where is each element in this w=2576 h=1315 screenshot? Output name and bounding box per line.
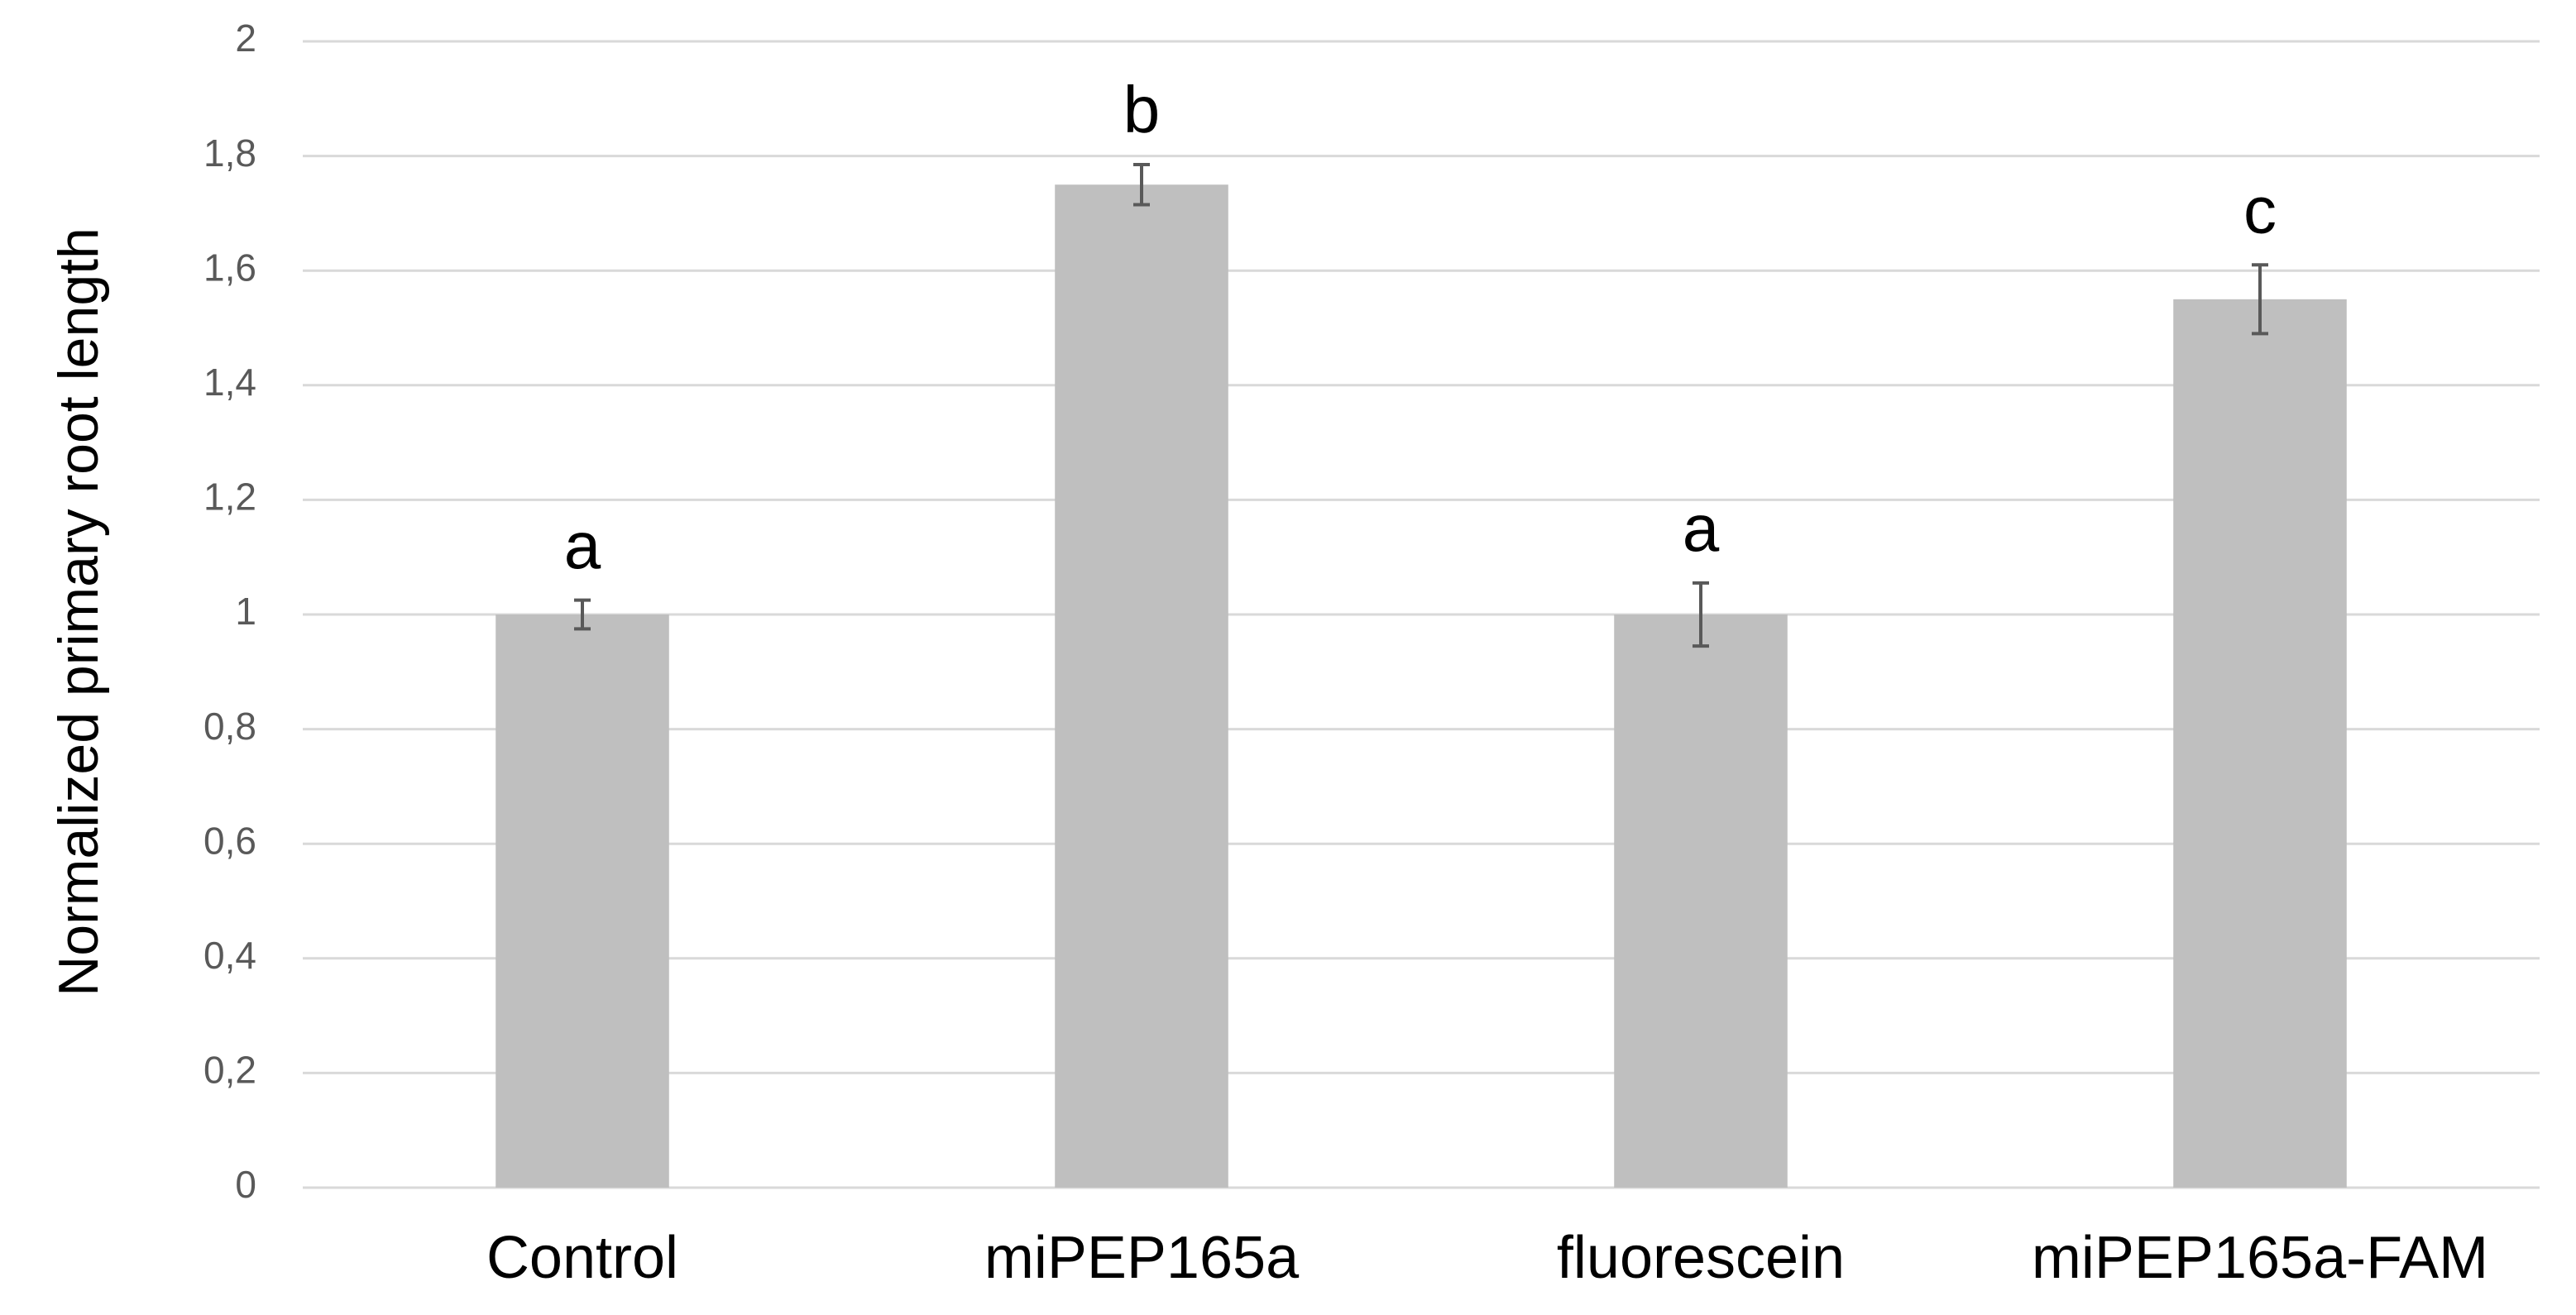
- y-tick-label: 0,2: [203, 1049, 256, 1092]
- y-axis-title: Normalized primary root length: [47, 227, 110, 997]
- bar: [1055, 184, 1228, 1188]
- bar: [2173, 299, 2347, 1188]
- y-tick-label: 1,2: [203, 476, 256, 519]
- significance-letter: a: [1683, 491, 1720, 565]
- y-tick-label: 1: [235, 590, 256, 633]
- significance-letter: b: [1123, 73, 1161, 146]
- y-tick-label: 1,8: [203, 132, 256, 175]
- bar: [1614, 614, 1788, 1188]
- significance-letter: a: [564, 509, 601, 582]
- x-tick-label: Control: [486, 1225, 678, 1291]
- y-tick-label: 0,6: [203, 819, 256, 862]
- y-tick-label: 0,8: [203, 705, 256, 748]
- y-tick-label: 0,4: [203, 934, 256, 977]
- y-tick-label: 1,6: [203, 246, 256, 289]
- x-tick-label: miPEP165a: [984, 1225, 1300, 1291]
- y-tick-label: 0: [235, 1163, 256, 1206]
- y-tick-label: 2: [235, 17, 256, 60]
- error-bar: [2252, 263, 2268, 336]
- y-tick-label: 1,4: [203, 361, 256, 404]
- error-bar: [1693, 581, 1709, 648]
- significance-letter: c: [2243, 173, 2277, 246]
- x-tick-label: miPEP165a-FAM: [2032, 1225, 2488, 1291]
- bar: [496, 614, 669, 1188]
- error-bar: [1133, 162, 1150, 207]
- x-tick-label: fluorescein: [1557, 1225, 1845, 1291]
- error-bar: [574, 598, 591, 631]
